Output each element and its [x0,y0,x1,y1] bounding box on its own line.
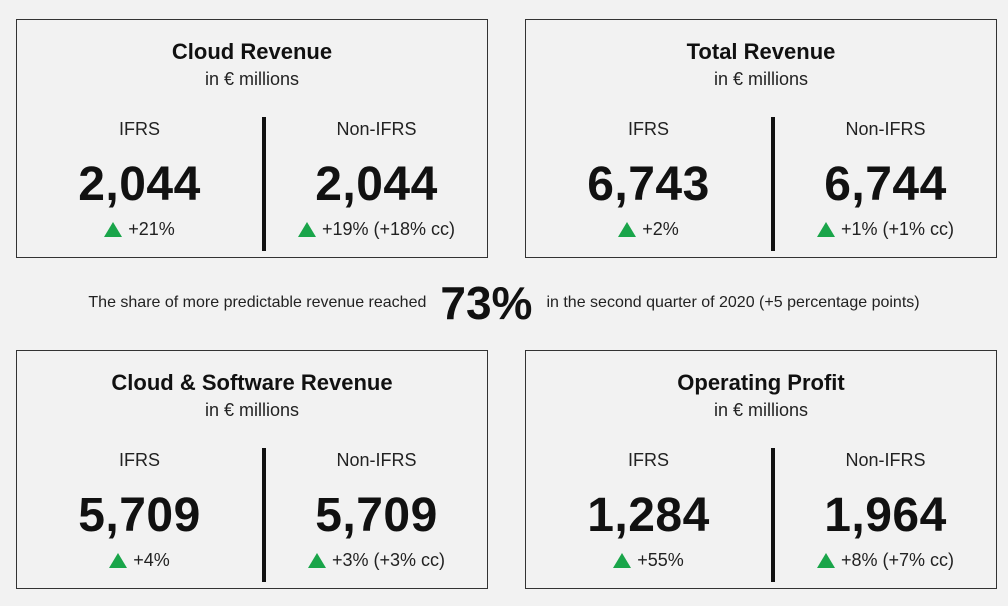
ifrs-column: IFRS 5,709 +4% [17,448,262,582]
ifrs-value: 1,284 [587,489,710,542]
ifrs-change: +21% [17,219,262,240]
ifrs-label: IFRS [627,450,669,470]
non-ifrs-change: +19% (+18% cc) [266,219,487,240]
banner-suffix: in the second quarter of 2020 (+5 percen… [546,294,920,311]
non-ifrs-label: Non-IFRS [336,450,417,470]
column-divider [262,117,266,251]
ifrs-change: +2% [526,219,771,240]
ifrs-value: 5,709 [78,489,201,542]
ifrs-value: 2,044 [78,158,201,211]
triangle-up-icon [307,553,326,568]
non-ifrs-change: +8% (+7% cc) [775,550,996,571]
change-text: +2% [642,219,679,239]
non-ifrs-value: 1,964 [824,489,947,542]
change-text: +4% [133,550,170,570]
non-ifrs-column: Non-IFRS 6,744 +1% (+1% cc) [775,117,996,251]
ifrs-label: IFRS [118,119,160,139]
ifrs-value: 6,743 [587,158,710,211]
non-ifrs-column: Non-IFRS 1,964 +8% (+7% cc) [775,448,996,582]
kpi-card-cloud-revenue: Cloud Revenue in € millions IFRS 2,044 +… [16,19,488,258]
change-text: +8% (+7% cc) [840,550,955,570]
change-text: +55% [637,550,684,570]
ifrs-label: IFRS [118,450,160,470]
predictable-revenue-banner: The share of more predictable revenue re… [0,274,1008,332]
card-subtitle: in € millions [713,69,809,89]
non-ifrs-column: Non-IFRS 5,709 +3% (+3% cc) [266,448,487,582]
ifrs-change: +4% [17,550,262,571]
non-ifrs-change: +3% (+3% cc) [266,550,487,571]
non-ifrs-change: +1% (+1% cc) [775,219,996,240]
kpi-card-operating-profit: Operating Profit in € millions IFRS 1,28… [525,350,997,589]
non-ifrs-label: Non-IFRS [845,119,926,139]
triangle-up-icon [104,222,123,237]
triangle-up-icon [613,553,632,568]
change-text: +1% (+1% cc) [840,219,955,239]
ifrs-change: +55% [526,550,771,571]
change-text: +21% [128,219,175,239]
non-ifrs-label: Non-IFRS [336,119,417,139]
column-divider [262,448,266,582]
card-title: Total Revenue [686,39,836,64]
kpi-card-cloud-software-revenue: Cloud & Software Revenue in € millions I… [16,350,488,589]
column-divider [771,448,775,582]
change-text: +3% (+3% cc) [331,550,446,570]
non-ifrs-value: 5,709 [315,489,438,542]
ifrs-column: IFRS 2,044 +21% [17,117,262,251]
card-subtitle: in € millions [713,400,809,420]
ifrs-label: IFRS [627,119,669,139]
column-divider [771,117,775,251]
ifrs-column: IFRS 1,284 +55% [526,448,771,582]
non-ifrs-value: 6,744 [824,158,947,211]
triangle-up-icon [109,553,128,568]
triangle-up-icon [816,222,835,237]
change-text: +19% (+18% cc) [321,219,456,239]
kpi-card-total-revenue: Total Revenue in € millions IFRS 6,743 +… [525,19,997,258]
triangle-up-icon [297,222,316,237]
non-ifrs-column: Non-IFRS 2,044 +19% (+18% cc) [266,117,487,251]
card-subtitle: in € millions [204,69,300,89]
card-subtitle: in € millions [204,400,300,420]
banner-percent: 73% [440,277,533,329]
non-ifrs-label: Non-IFRS [845,450,926,470]
ifrs-column: IFRS 6,743 +2% [526,117,771,251]
card-title: Operating Profit [677,370,845,395]
card-title: Cloud & Software Revenue [111,370,393,395]
banner-prefix: The share of more predictable revenue re… [88,294,427,311]
card-title: Cloud Revenue [171,39,333,64]
triangle-up-icon [618,222,637,237]
non-ifrs-value: 2,044 [315,158,438,211]
triangle-up-icon [816,553,835,568]
